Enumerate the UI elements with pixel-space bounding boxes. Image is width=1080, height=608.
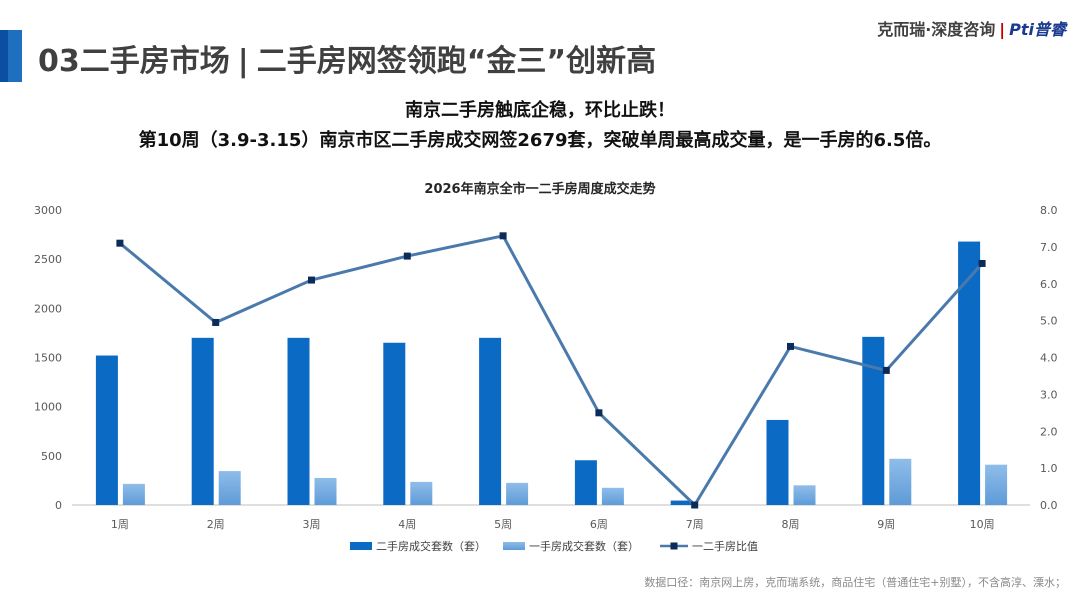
ratio-marker xyxy=(499,232,507,240)
y-left-tick-label: 1500 xyxy=(34,352,62,365)
y-axis-left: 0 500 1000 1500 2000 2500 3000 xyxy=(34,204,62,512)
x-tick-label: 4周 xyxy=(398,518,416,531)
x-tick-label: 5周 xyxy=(494,518,512,531)
bar-second-hand xyxy=(191,337,214,505)
y-right-tick-label: 1.0 xyxy=(1040,462,1058,475)
bar-new-home xyxy=(410,481,433,505)
x-axis: 1周 2周 3周 4周 5周 6周 7周 8周 9周 10周 xyxy=(72,504,1030,531)
y-right-tick-label: 6.0 xyxy=(1040,278,1058,291)
legend-marker-ratio xyxy=(670,542,678,550)
x-tick-label: 8周 xyxy=(782,518,800,531)
y-right-tick-label: 4.0 xyxy=(1040,352,1058,365)
bar-new-home xyxy=(985,464,1008,505)
title-accent-bar-dark xyxy=(0,30,8,82)
bar-new-home xyxy=(793,485,816,505)
ratio-marker xyxy=(691,501,699,509)
chart-title: 2026年南京全市一二手房周度成交走势 xyxy=(424,181,655,197)
ratio-marker xyxy=(116,239,124,247)
legend-label-ratio: 一二手房比值 xyxy=(692,539,758,553)
bar-new-home xyxy=(218,471,241,505)
ratio-marker xyxy=(978,259,986,267)
legend-label-second-hand: 二手房成交套数（套） xyxy=(376,539,486,553)
y-left-tick-label: 0 xyxy=(55,499,62,512)
legend-label-new-home: 一手房成交套数（套） xyxy=(529,539,639,553)
bar-second-hand xyxy=(574,460,597,505)
x-tick-label: 9周 xyxy=(877,518,895,531)
ratio-marker xyxy=(882,366,890,374)
y-right-tick-label: 8.0 xyxy=(1040,204,1058,217)
y-left-tick-label: 1000 xyxy=(34,401,62,414)
ratio-marker xyxy=(212,318,220,326)
x-tick-label: 6周 xyxy=(590,518,608,531)
chart-legend: 二手房成交套数（套） 一手房成交套数（套） 一二手房比值 xyxy=(350,539,758,553)
x-tick-label: 10周 xyxy=(970,518,995,531)
y-right-tick-label: 7.0 xyxy=(1040,241,1058,254)
bars-group xyxy=(95,241,1008,505)
brand-logo: 克而瑞·深度咨询 | Pti普睿 xyxy=(877,16,1066,40)
bar-new-home xyxy=(506,482,529,505)
bar-new-home xyxy=(889,458,912,505)
bar-second-hand xyxy=(95,355,118,505)
slide-title: 03二手房市场 | 二手房网签领跑“金三”创新高 xyxy=(38,36,656,80)
brand-logo-mark: Pti普睿 xyxy=(1009,20,1066,39)
bar-new-home xyxy=(122,483,145,505)
bar-new-home xyxy=(314,477,337,505)
legend-swatch-second-hand xyxy=(350,542,372,550)
bar-second-hand xyxy=(958,241,981,505)
weekly-transactions-chart: 2026年南京全市一二手房周度成交走势 0 500 1000 1500 2000 2500… xyxy=(34,181,1058,553)
y-left-tick-label: 2000 xyxy=(34,302,62,315)
title-section: 03二手房市场 xyxy=(38,44,230,79)
y-right-tick-label: 3.0 xyxy=(1040,388,1058,401)
ratio-line xyxy=(118,234,984,508)
bar-second-hand xyxy=(383,342,406,505)
x-tick-label: 3周 xyxy=(303,518,321,531)
x-tick-label: 7周 xyxy=(686,518,704,531)
headline-line1: 南京二手房触底企稳，环比止跌！ xyxy=(405,100,675,121)
brand-separator: | xyxy=(999,20,1006,39)
x-tick-label: 2周 xyxy=(207,518,225,531)
legend-swatch-new-home xyxy=(503,542,525,550)
bar-second-hand xyxy=(766,419,789,505)
headline-line2: 第10周（3.9-3.15）南京市区二手房成交网签2679套，突破单周最高成交量… xyxy=(138,130,942,151)
bar-second-hand xyxy=(670,500,693,505)
y-left-tick-label: 2500 xyxy=(34,253,62,266)
ratio-marker xyxy=(308,276,315,284)
brand-name: 克而瑞·深度咨询 xyxy=(877,20,996,39)
ratio-line-group xyxy=(116,232,986,509)
ratio-marker xyxy=(595,409,603,417)
bar-second-hand xyxy=(287,337,310,505)
y-right-tick-label: 5.0 xyxy=(1040,315,1058,328)
data-source-footnote: 数据口径：南京网上房，克而瑞系统，商品住宅（普通住宅+别墅），不含高淳、溧水； xyxy=(644,576,1066,589)
title-topic: 二手房网签领跑“金三”创新高 xyxy=(256,44,657,79)
ratio-marker xyxy=(403,252,411,260)
y-right-tick-label: 0.0 xyxy=(1040,499,1058,512)
bar-new-home xyxy=(601,487,624,505)
bar-second-hand xyxy=(862,336,885,505)
x-tick-label: 1周 xyxy=(111,518,129,531)
y-left-tick-label: 3000 xyxy=(34,204,62,217)
title-separator: | xyxy=(237,44,249,79)
y-right-tick-label: 2.0 xyxy=(1040,425,1058,438)
y-left-tick-label: 500 xyxy=(41,450,62,463)
ratio-marker xyxy=(787,342,794,350)
y-axis-right: 0.0 1.0 2.0 3.0 4.0 5.0 6.0 7.0 8.0 xyxy=(1040,204,1058,512)
bar-second-hand xyxy=(479,337,502,505)
